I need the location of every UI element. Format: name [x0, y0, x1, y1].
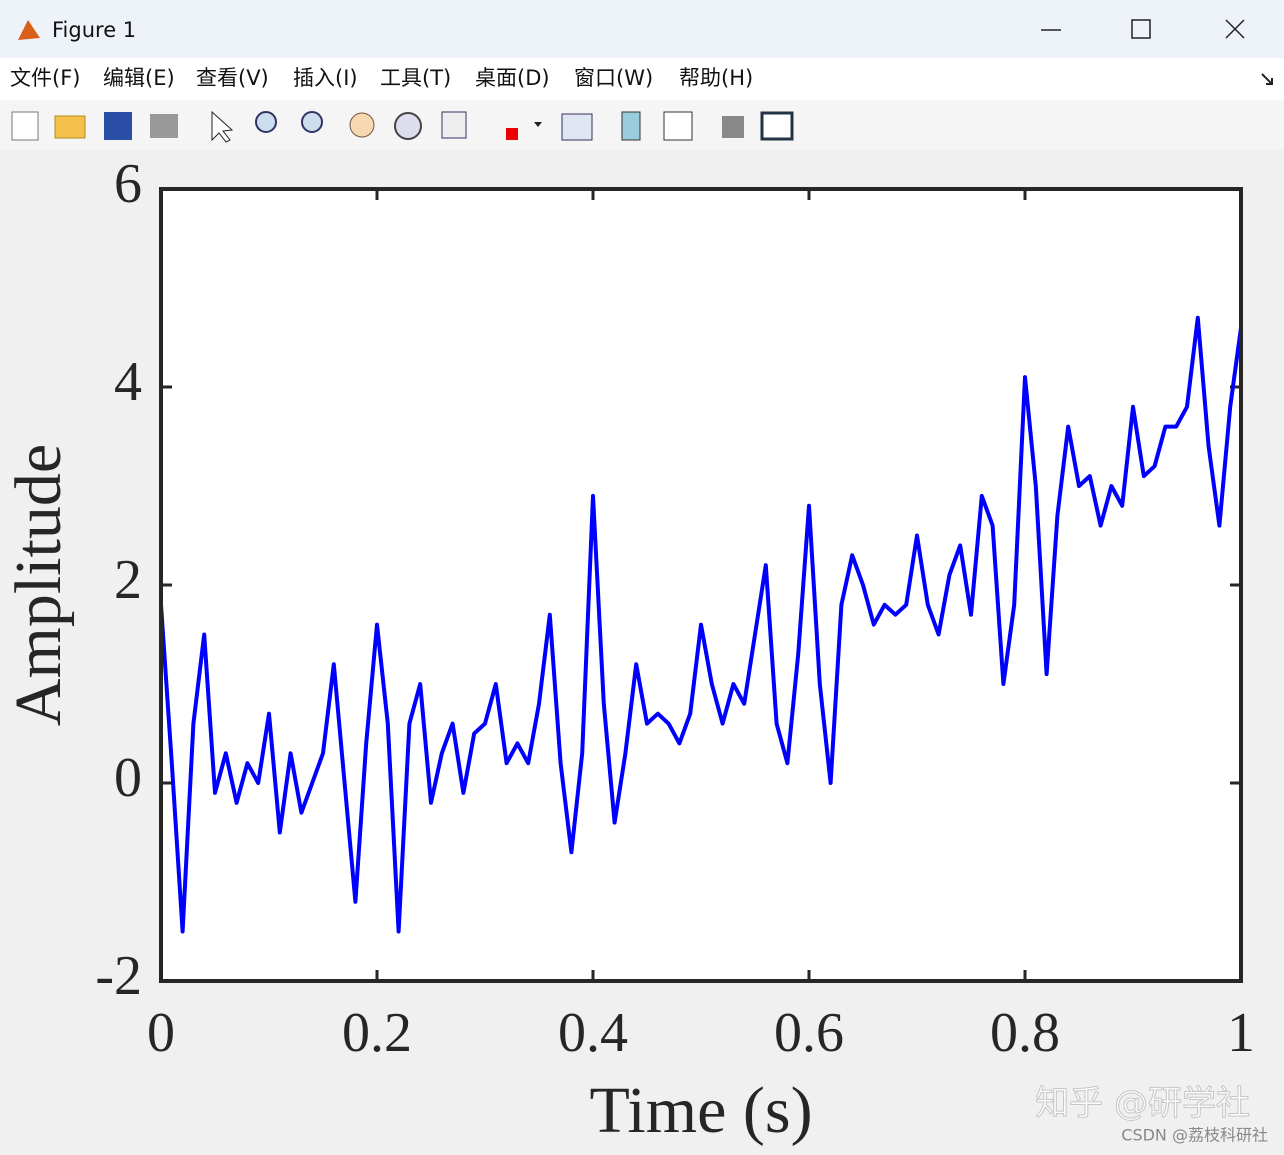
menu-item[interactable]: 编辑(E): [103, 66, 175, 90]
pan-icon[interactable]: [349, 112, 375, 138]
menu-item[interactable]: 桌面(D): [475, 66, 550, 90]
brush-icon[interactable]: [506, 128, 518, 140]
y-tick-label: 4: [114, 351, 142, 413]
menu-item[interactable]: 工具(T): [380, 66, 451, 90]
zoom-out-icon[interactable]: [301, 111, 323, 133]
link-icon[interactable]: [561, 113, 593, 141]
x-tick-label: 0.8: [990, 1002, 1060, 1064]
axes-box: [159, 187, 1243, 983]
y-tick-label: 6: [114, 153, 142, 215]
x-tick-label: 0.4: [558, 1002, 628, 1064]
watermark: CSDN @荔枝科研社: [1121, 1126, 1268, 1145]
x-tick-label: 0.2: [342, 1002, 412, 1064]
zoom-in-icon[interactable]: [255, 111, 277, 133]
dock-arrow[interactable]: [1261, 73, 1273, 85]
plot-area: [161, 189, 1241, 981]
watermark: 知乎 @研学社: [1035, 1084, 1250, 1124]
toolbar: [0, 100, 1284, 150]
x-tick-label: 0.6: [774, 1002, 844, 1064]
x-axis-label: Time (s): [589, 1074, 812, 1147]
rotate-icon[interactable]: [394, 112, 422, 140]
app-icon: [18, 20, 40, 40]
toolbar-icons: [11, 110, 794, 143]
y-tick-label: 0: [114, 747, 142, 809]
x-tick-label: 0: [147, 1002, 175, 1064]
pointer-icon[interactable]: [211, 110, 234, 143]
menu-item[interactable]: 插入(I): [293, 66, 358, 90]
menu-item[interactable]: 文件(F): [10, 66, 80, 90]
save-icon[interactable]: [104, 112, 132, 140]
window-title: Figure 1: [52, 18, 136, 42]
title-bar: [0, 0, 1284, 58]
print-icon[interactable]: [150, 114, 178, 138]
y-tick-label: 2: [114, 549, 142, 611]
new-icon[interactable]: [11, 111, 39, 141]
close-button[interactable]: [1225, 19, 1245, 39]
datatip-icon[interactable]: [441, 111, 467, 139]
menu-item[interactable]: 窗口(W): [574, 66, 653, 90]
brush-dropdown[interactable]: [534, 122, 542, 127]
maximize-button[interactable]: [1131, 19, 1151, 39]
y-axis-label: Amplitude: [2, 444, 75, 726]
hide-tools-icon[interactable]: [722, 116, 744, 138]
legend-icon[interactable]: [663, 111, 693, 141]
signal-line: [159, 315, 1243, 934]
menu-bar: [0, 58, 1284, 100]
colorbar-icon[interactable]: [621, 111, 641, 141]
menu-item[interactable]: 帮助(H): [679, 66, 753, 90]
y-tick-label: -2: [95, 945, 142, 1007]
menu-item[interactable]: 查看(V): [196, 66, 269, 90]
dock-icon[interactable]: [760, 111, 794, 141]
x-tick-label: 1: [1227, 1002, 1255, 1064]
open-icon[interactable]: [54, 115, 86, 139]
